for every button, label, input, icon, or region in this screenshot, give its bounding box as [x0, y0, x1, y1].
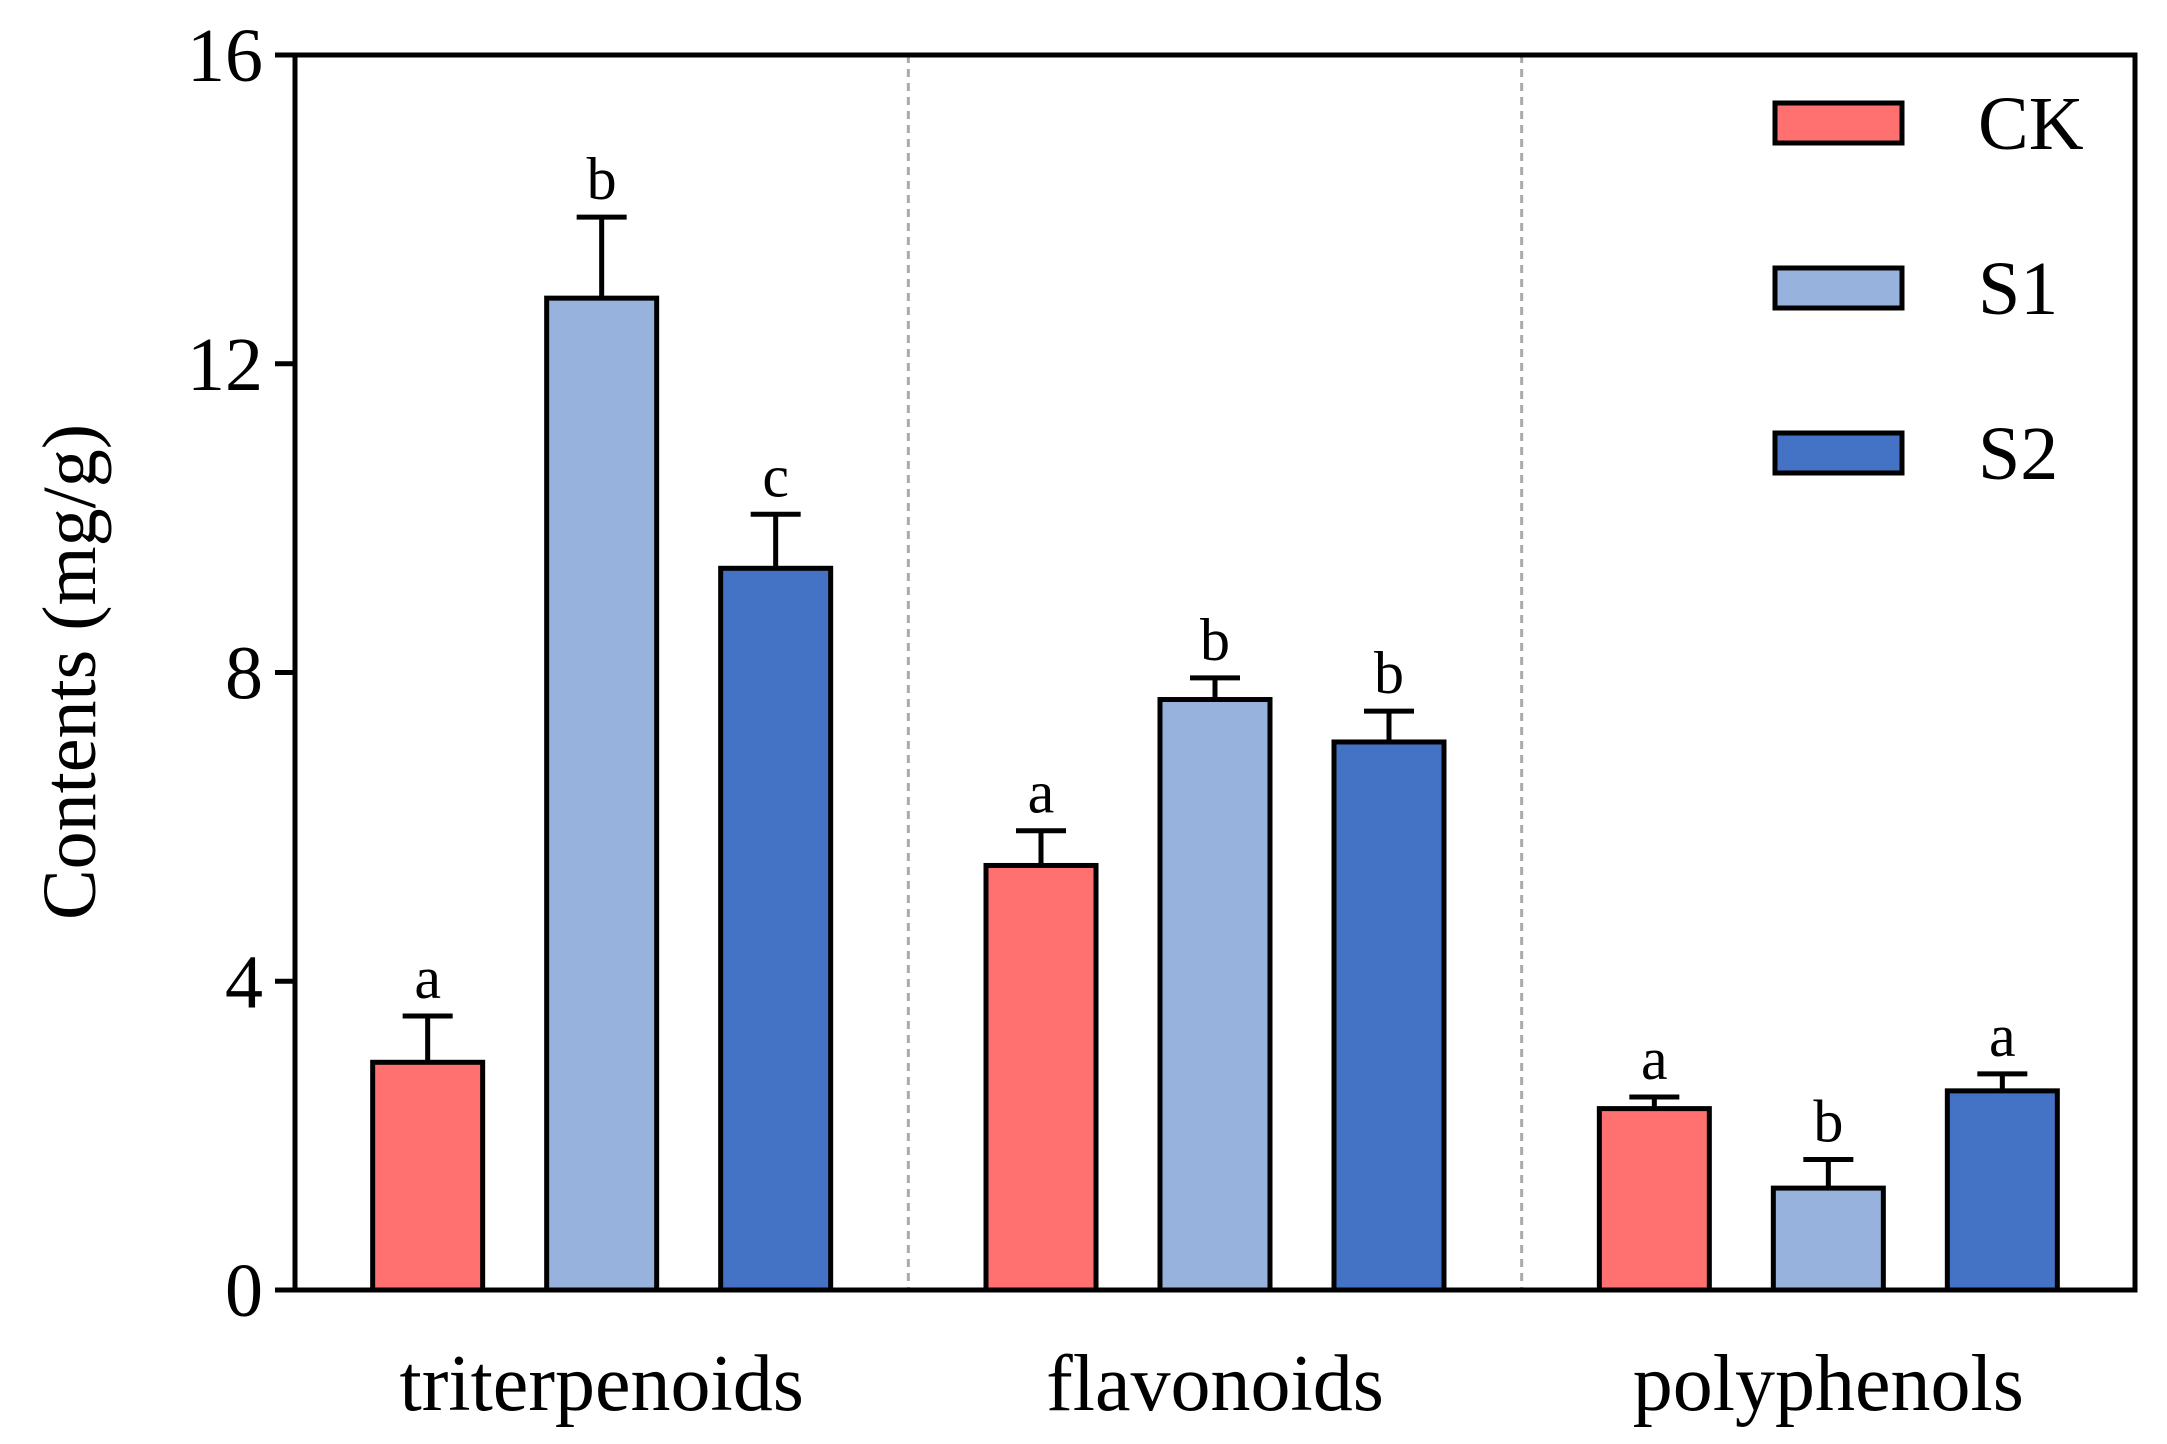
- bar-CK: [1596, 1106, 1712, 1293]
- legend-label: S2: [1978, 412, 2058, 496]
- y-tick-label: 16: [187, 14, 263, 98]
- x-axis-labels: triterpenoids flavonoids polyphenols: [399, 1340, 2023, 1428]
- legend: CK S1 S2: [1772, 82, 2084, 496]
- bar-S2: [718, 565, 834, 1293]
- legend-swatch-S2: [1772, 430, 1905, 476]
- x-tick-label: triterpenoids: [399, 1340, 803, 1428]
- legend-label: CK: [1978, 82, 2084, 166]
- x-tick-label: flavonoids: [1046, 1340, 1384, 1428]
- bar-S1: [544, 295, 660, 1293]
- legend-swatch-S1: [1772, 265, 1905, 311]
- significance-label: a: [1641, 1026, 1668, 1092]
- significance-label: c: [762, 443, 789, 509]
- bar-S2: [1944, 1088, 2060, 1293]
- significance-label: a: [1989, 1003, 2016, 1069]
- bar-S1: [1157, 697, 1273, 1293]
- bar-CK: [983, 862, 1099, 1293]
- y-tick-label: 12: [187, 323, 263, 407]
- significance-label: b: [1200, 607, 1230, 673]
- x-tick-label: polyphenols: [1633, 1340, 2024, 1428]
- bar-CK: [370, 1059, 486, 1293]
- bars: a b c a b b a b a: [370, 146, 2060, 1293]
- significance-label: a: [1028, 760, 1055, 826]
- y-tick-label: 0: [225, 1249, 263, 1333]
- y-tick-label: 8: [225, 632, 263, 716]
- legend-label: S1: [1978, 247, 2058, 331]
- y-tick-label: 4: [225, 940, 263, 1024]
- significance-label: b: [587, 146, 617, 212]
- significance-label: b: [1374, 640, 1404, 706]
- bar-S1: [1770, 1185, 1886, 1293]
- bar-S2: [1331, 739, 1447, 1293]
- significance-label: a: [414, 945, 441, 1011]
- y-axis-ticks: 0 4 8 12 16: [187, 14, 295, 1333]
- legend-swatch-CK: [1772, 100, 1905, 146]
- y-axis-title: Contents (mg/g): [28, 424, 112, 920]
- significance-label: b: [1813, 1089, 1843, 1155]
- group-separators: [906, 55, 1524, 1290]
